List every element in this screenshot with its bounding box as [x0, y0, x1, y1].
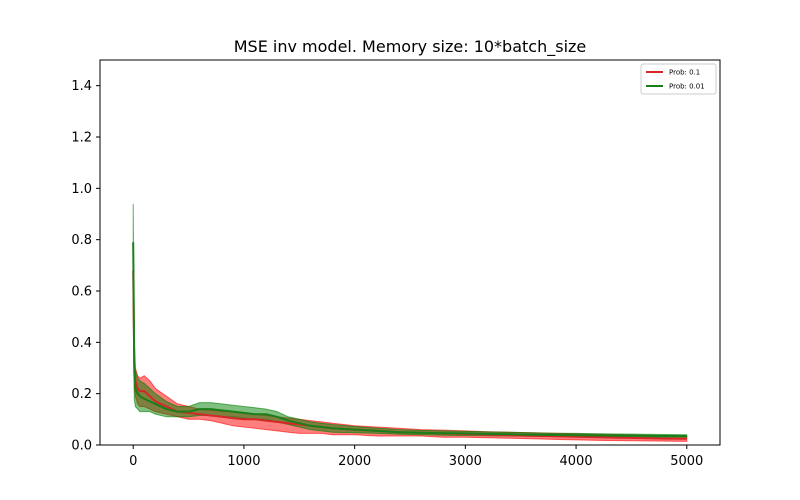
y-tick-label: 0.4: [71, 336, 92, 351]
series-line-0: [132, 270, 687, 440]
y-tick-label: 1.4: [71, 79, 92, 94]
chart-title: MSE inv model. Memory size: 10*batch_siz…: [234, 37, 587, 57]
legend-label-1: Prob: 0.01: [669, 83, 705, 91]
x-axis: 0 1000 2000 3000 4000 5000: [129, 445, 703, 469]
x-tick-label: 5000: [670, 454, 703, 469]
y-tick-label: 0.8: [71, 233, 92, 248]
series-lines: [132, 242, 687, 440]
x-tick-label: 4000: [560, 454, 593, 469]
legend: Prob: 0.1 Prob: 0.01: [640, 63, 717, 95]
x-tick-label: 3000: [449, 454, 482, 469]
y-tick-label: 0.0: [71, 439, 92, 454]
y-tick-label: 1.2: [71, 131, 92, 146]
series-line-1: [132, 242, 687, 437]
x-tick-label: 2000: [338, 454, 371, 469]
plot-frame: [99, 59, 721, 446]
y-axis: 0.0 0.2 0.4 0.6 0.8 1.0 1.2 1.4: [71, 79, 100, 454]
x-tick-label: 1000: [227, 454, 260, 469]
legend-label-0: Prob: 0.1: [669, 69, 700, 77]
y-tick-label: 0.6: [71, 285, 92, 300]
y-tick-label: 0.2: [71, 387, 92, 402]
x-tick-label: 0: [129, 454, 137, 469]
y-tick-label: 1.0: [71, 182, 92, 197]
